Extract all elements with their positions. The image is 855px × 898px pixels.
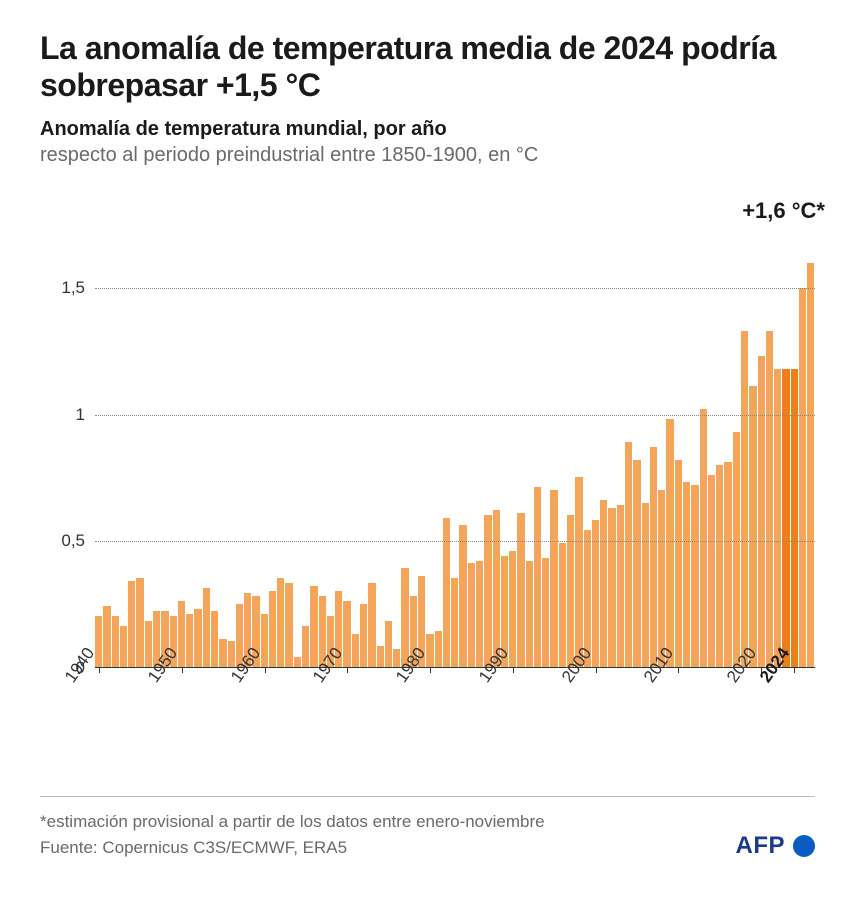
x-tick-mark [182,667,183,673]
bar [211,611,218,667]
bar [617,505,624,667]
bar [385,621,392,666]
y-tick-label: 1 [76,405,85,425]
chart-area: +1,6 °C* 00,511,519401950196019701980199… [40,198,815,758]
bar [310,586,317,667]
bar [799,288,806,667]
bar [194,609,201,667]
bar [716,465,723,667]
bar [484,515,491,666]
bar [228,641,235,666]
chart-subtitle-bold: Anomalía de temperatura mundial, por año [40,116,815,142]
footnotes: *estimación provisional a partir de los … [40,796,815,860]
x-tick-mark [794,667,795,673]
x-tick-mark [513,667,514,673]
bar [733,432,740,667]
bar [459,525,466,666]
bar [683,482,690,666]
bar [112,616,119,666]
bar [675,460,682,667]
bar [658,490,665,667]
bar [766,331,773,667]
bar [567,515,574,666]
x-tick-mark [347,667,348,673]
bar [642,503,649,667]
gridline [95,288,815,289]
afp-logo-dot [793,835,815,857]
bar [186,614,193,667]
bar [782,369,789,667]
y-tick-label: 0,5 [61,531,85,551]
x-tick-mark [99,667,100,673]
gridline [95,541,815,542]
afp-logo-text: AFP [736,832,786,860]
x-tick-mark [678,667,679,673]
bar [741,331,748,667]
bar [774,369,781,667]
gridline [95,415,815,416]
bar [136,578,143,666]
footnote-source: Fuente: Copernicus C3S/ECMWF, ERA5 [40,835,815,861]
chart-title: La anomalía de temperatura media de 2024… [40,30,815,104]
x-tick-mark [430,667,431,673]
chart-subtitle-grey: respecto al periodo preindustrial entre … [40,142,815,168]
x-tick-mark [596,667,597,673]
bar [526,561,533,667]
bar [203,588,210,666]
bar [550,490,557,667]
bar [592,520,599,666]
bar [625,442,632,667]
bar [451,578,458,666]
chart-container: La anomalía de temperatura media de 2024… [0,0,855,898]
bar [650,447,657,667]
bar [294,657,301,667]
bar [128,581,135,667]
x-tick-mark [265,667,266,673]
x-tick-label: 1940 [61,644,99,686]
bar [443,518,450,667]
afp-logo: AFP [736,832,816,860]
bar [435,631,442,666]
bar [791,369,798,667]
bar [534,487,541,666]
footnote-estimation: *estimación provisional a partir de los … [40,809,815,835]
bar [285,583,292,666]
bar [219,639,226,667]
bar [468,563,475,666]
bar [352,634,359,667]
bar [633,460,640,667]
bar [103,606,110,667]
bar [145,621,152,666]
bar [377,646,384,666]
bar [426,634,433,667]
callout-label: +1,6 °C* [742,198,825,224]
bar [691,485,698,667]
bar [807,263,814,667]
bar [666,419,673,666]
bar [509,551,516,667]
bar [302,626,309,666]
bar [608,508,615,667]
bar [269,591,276,667]
bar [600,500,607,667]
bar [559,543,566,667]
bar [360,604,367,667]
bar [120,626,127,666]
bar [368,583,375,666]
bar [749,386,756,666]
bars-group [95,238,815,667]
bar [542,558,549,667]
bar [708,475,715,667]
bar [517,513,524,667]
bar [476,561,483,667]
bar [584,530,591,666]
bar [277,578,284,666]
y-tick-label: 1,5 [61,278,85,298]
bar [575,477,582,666]
bar [758,356,765,666]
bar [724,462,731,666]
bar [700,409,707,666]
plot-region: 00,511,519401950196019701980199020002010… [95,238,815,668]
